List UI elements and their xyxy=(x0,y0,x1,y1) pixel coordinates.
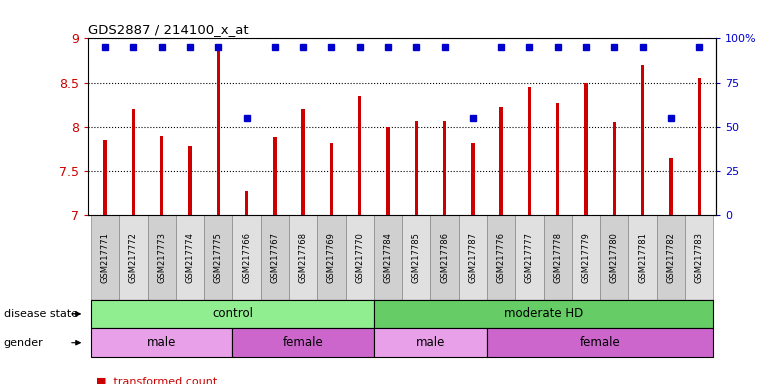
Bar xyxy=(628,215,656,300)
Text: GSM217767: GSM217767 xyxy=(270,232,280,283)
Text: GSM217785: GSM217785 xyxy=(412,232,421,283)
Bar xyxy=(204,215,232,300)
Bar xyxy=(289,215,317,300)
Text: GSM217766: GSM217766 xyxy=(242,232,251,283)
Text: GSM217772: GSM217772 xyxy=(129,232,138,283)
Text: GSM217773: GSM217773 xyxy=(157,232,166,283)
Text: GSM217784: GSM217784 xyxy=(384,232,392,283)
Text: GSM217781: GSM217781 xyxy=(638,232,647,283)
Text: GSM217779: GSM217779 xyxy=(581,232,591,283)
Text: GSM217771: GSM217771 xyxy=(100,232,110,283)
Bar xyxy=(245,191,248,215)
Bar xyxy=(471,142,475,215)
Bar xyxy=(260,215,289,300)
Bar xyxy=(414,121,418,215)
Text: male: male xyxy=(147,336,176,349)
Bar xyxy=(119,215,148,300)
Text: GSM217780: GSM217780 xyxy=(610,232,619,283)
Bar xyxy=(487,328,713,357)
Bar xyxy=(103,140,106,215)
Text: female: female xyxy=(580,336,620,349)
Text: GSM217786: GSM217786 xyxy=(440,232,449,283)
Bar xyxy=(91,328,232,357)
Text: GSM217777: GSM217777 xyxy=(525,232,534,283)
Bar xyxy=(584,83,588,215)
Bar xyxy=(556,103,559,215)
Bar xyxy=(402,215,430,300)
Text: GSM217769: GSM217769 xyxy=(327,232,336,283)
Bar xyxy=(685,215,713,300)
Bar xyxy=(516,215,544,300)
Bar xyxy=(302,109,305,215)
Text: control: control xyxy=(212,308,253,320)
Bar xyxy=(345,215,374,300)
Bar xyxy=(386,127,390,215)
Bar xyxy=(232,215,260,300)
Bar xyxy=(176,215,204,300)
Bar xyxy=(217,50,220,215)
Text: GSM217774: GSM217774 xyxy=(185,232,195,283)
Bar xyxy=(459,215,487,300)
Text: GSM217778: GSM217778 xyxy=(553,232,562,283)
Bar xyxy=(656,215,685,300)
Text: GSM217770: GSM217770 xyxy=(355,232,364,283)
Text: GSM217775: GSM217775 xyxy=(214,232,223,283)
Text: GSM217776: GSM217776 xyxy=(496,232,506,283)
Text: disease state: disease state xyxy=(4,309,78,319)
Text: GSM217787: GSM217787 xyxy=(468,232,477,283)
Bar xyxy=(430,215,459,300)
Text: moderate HD: moderate HD xyxy=(504,308,583,320)
Bar xyxy=(601,215,628,300)
Bar xyxy=(374,215,402,300)
Text: female: female xyxy=(283,336,323,349)
Bar xyxy=(148,215,176,300)
Bar xyxy=(641,65,644,215)
Bar xyxy=(499,107,502,215)
Text: GSM217782: GSM217782 xyxy=(666,232,676,283)
Bar xyxy=(160,136,163,215)
Bar xyxy=(374,328,487,357)
Text: ■  transformed count: ■ transformed count xyxy=(96,377,217,384)
Bar xyxy=(329,142,333,215)
Bar xyxy=(317,215,345,300)
Bar xyxy=(669,157,673,215)
Bar xyxy=(528,87,531,215)
Text: male: male xyxy=(416,336,445,349)
Bar xyxy=(358,96,362,215)
Bar xyxy=(232,328,374,357)
Bar xyxy=(487,215,516,300)
Bar xyxy=(91,215,119,300)
Text: GSM217783: GSM217783 xyxy=(695,232,704,283)
Bar xyxy=(443,121,447,215)
Bar xyxy=(613,122,616,215)
Bar xyxy=(544,215,572,300)
Bar xyxy=(91,300,374,328)
Text: gender: gender xyxy=(4,338,44,348)
Text: GDS2887 / 214100_x_at: GDS2887 / 214100_x_at xyxy=(88,23,249,36)
Text: GSM217768: GSM217768 xyxy=(299,232,308,283)
Bar xyxy=(698,78,701,215)
Bar xyxy=(132,109,135,215)
Bar xyxy=(188,146,192,215)
Bar xyxy=(572,215,601,300)
Bar xyxy=(374,300,713,328)
Bar xyxy=(273,137,277,215)
